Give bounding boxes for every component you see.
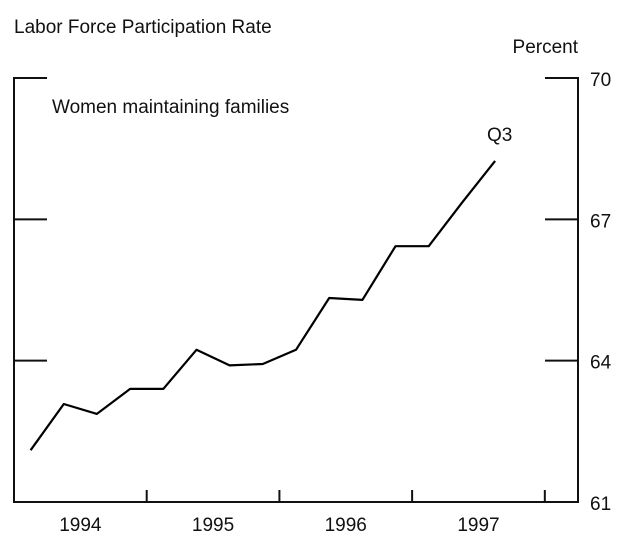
x-tick-label: 1995 xyxy=(192,515,234,536)
x-tick-label: 1997 xyxy=(457,515,499,536)
y-tick-label: 64 xyxy=(590,353,612,374)
y-tick-label: 70 xyxy=(590,70,611,91)
chart-title: Labor Force Participation Rate xyxy=(14,17,272,38)
x-tick-label: 1994 xyxy=(59,515,102,536)
annotation: Q3 xyxy=(487,125,512,146)
annotation: Women maintaining families xyxy=(52,97,289,118)
x-tick-label: 1996 xyxy=(325,515,367,536)
data-line xyxy=(29,160,496,451)
y-tick-label: 61 xyxy=(590,494,611,515)
y-axis-label: Percent xyxy=(513,37,579,58)
y-tick-label: 67 xyxy=(590,211,611,232)
